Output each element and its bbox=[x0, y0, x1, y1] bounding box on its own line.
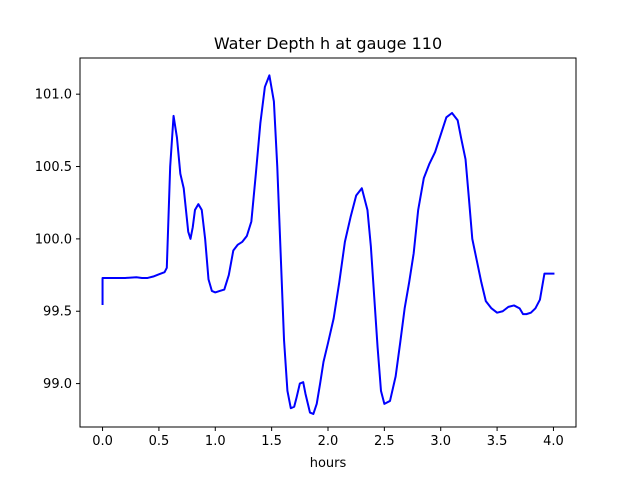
chart-title: Water Depth h at gauge 110 bbox=[214, 34, 442, 53]
series-line-0 bbox=[101, 74, 555, 415]
plot-area: 0.0 0.5 1.0 1.5 2.0 2.5 3.0 3.5 4.0 99.0 99.5 100.0… bbox=[35, 57, 577, 449]
x-tick-label: 1.5 bbox=[261, 434, 282, 449]
x-tick-label: 0.5 bbox=[149, 434, 170, 449]
x-tick-label: 3.0 bbox=[430, 434, 451, 449]
y-tick-label: 100.5 bbox=[35, 160, 72, 175]
x-tick-label: 1.0 bbox=[205, 434, 226, 449]
x-tick-label: 0.0 bbox=[92, 434, 113, 449]
y-tick-label: 101.0 bbox=[35, 88, 72, 103]
y-tick-label: 100.0 bbox=[35, 232, 72, 247]
y-tick-label: 99.0 bbox=[43, 377, 72, 392]
x-tick-label: 2.5 bbox=[374, 434, 395, 449]
x-axis-label: hours bbox=[310, 456, 347, 471]
y-tick-label: 99.5 bbox=[43, 305, 72, 320]
x-tick-label: 2.0 bbox=[318, 434, 339, 449]
x-tick-label: 4.0 bbox=[543, 434, 564, 449]
x-tick-label: 3.5 bbox=[487, 434, 508, 449]
